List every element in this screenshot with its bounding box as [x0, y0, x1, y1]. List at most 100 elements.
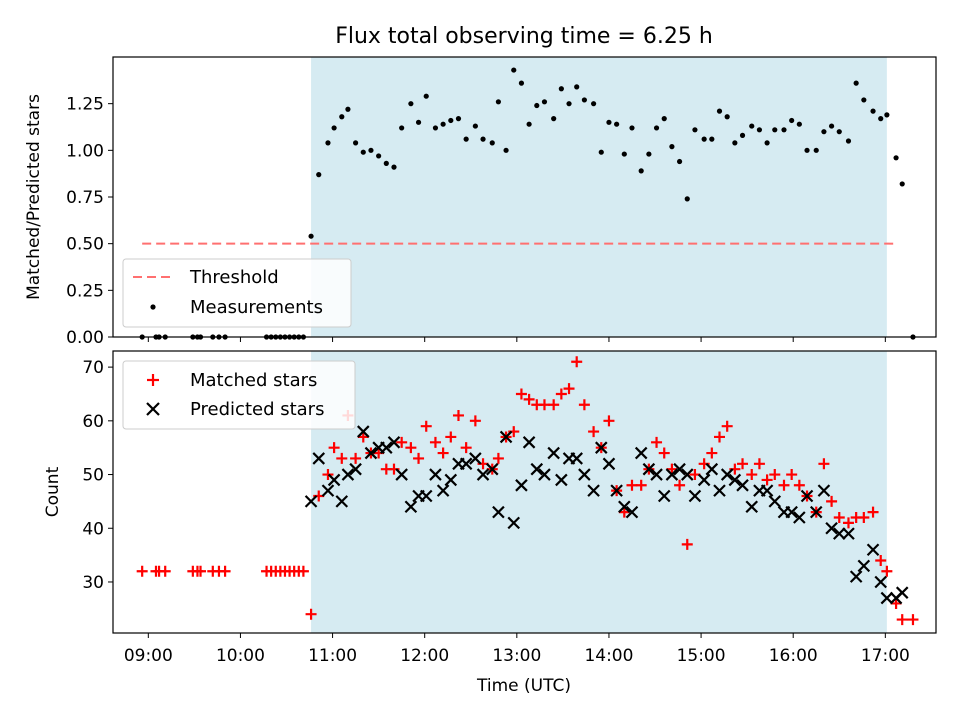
predicted-star-point [419, 489, 433, 503]
matched-star-point [396, 436, 408, 448]
predicted-star-point [476, 468, 490, 481]
measurement-point [463, 136, 469, 142]
predicted-star-point [492, 505, 505, 519]
predicted-star-point [469, 452, 482, 465]
measurement-point [709, 136, 715, 142]
predicted-star-point [842, 527, 855, 540]
measurement-point [432, 125, 439, 131]
x-tick-label: 12:00 [400, 646, 449, 666]
legend-predicted-swatch [146, 402, 160, 416]
measurement-point [316, 172, 322, 178]
measurement-point [653, 125, 660, 131]
predicted-star-point [720, 468, 734, 481]
predicted-star-point [825, 521, 838, 535]
matched-star-point [563, 383, 575, 395]
measurement-point [828, 123, 835, 129]
ratio-x-ticks [147, 337, 886, 342]
count-observing-window [311, 351, 887, 633]
matched-star-point [336, 452, 348, 464]
matched-star-point [555, 388, 567, 400]
matched-star-point [826, 495, 838, 507]
matched-star-point [674, 479, 686, 491]
x-tick-label: 15:00 [677, 646, 726, 666]
matched-star-point [761, 474, 773, 486]
predicted-star-point [555, 473, 568, 487]
predicted-star-point [436, 484, 450, 497]
measurement-point [455, 116, 462, 122]
legend-predicted-label: Predicted stars [190, 399, 324, 420]
matched-star-point [578, 399, 590, 411]
count-x-ticks: 09:00 10:00 11:00 12:00 13:00 14:00 15:00 16:00… [124, 633, 910, 666]
matched-star-point [626, 479, 638, 491]
measurement-point [339, 114, 345, 120]
matched-star-point [523, 393, 535, 405]
y-tick-label: 1.00 [66, 141, 104, 161]
measurement-point [574, 84, 580, 90]
matched-star-point [445, 431, 457, 443]
measurement-point [789, 117, 795, 124]
predicted-star-point [547, 446, 560, 460]
measurement-point [408, 101, 414, 107]
measurement-point [448, 117, 454, 124]
matched-star-point [452, 409, 464, 421]
matched-star-point [786, 469, 798, 481]
predicted-star-point [625, 505, 639, 519]
predicted-star-point [688, 489, 702, 503]
legend-matched-swatch [147, 374, 159, 386]
predicted-star-point [578, 468, 591, 481]
predicted-star-point [866, 543, 880, 557]
count-legend-box [122, 360, 356, 430]
measurement-point [551, 116, 557, 122]
predicted-star-point [785, 505, 798, 519]
measurement-point [804, 147, 810, 153]
measurement-point [878, 116, 884, 122]
measurement-point [376, 153, 382, 159]
x-tick-label: 16:00 [769, 646, 818, 666]
predicted-star-point [321, 484, 335, 497]
predicted-star-point [327, 473, 341, 487]
measurement-point [331, 125, 337, 131]
predicted-star-point [895, 586, 909, 599]
matched-star-point [159, 565, 171, 577]
x-axis-label: Time (UTC) [476, 676, 571, 696]
ratio-observing-window [311, 57, 887, 337]
measurement-point [692, 127, 698, 133]
count-panel: 09:00 10:00 11:00 12:00 13:00 14:00 15:00 16:00… [43, 350, 937, 666]
measurement-point [440, 121, 446, 127]
measurement-point [764, 140, 770, 146]
matched-star-point [515, 388, 527, 400]
measurement-point [739, 132, 746, 138]
legend-measurements-label: Measurements [190, 297, 323, 318]
predicted-star-point [650, 468, 663, 481]
predicted-star-point [745, 500, 759, 514]
matched-star-point [818, 458, 830, 470]
predicted-star-point [507, 516, 521, 530]
measurement-point [495, 99, 501, 105]
measurement-point [870, 108, 876, 114]
predicted-star-point [429, 468, 442, 481]
predicted-star-point [602, 457, 616, 471]
measurement-point [629, 125, 635, 131]
predicted-stars-points [304, 425, 909, 605]
measurement-point [749, 123, 755, 129]
predicted-star-point [728, 473, 742, 487]
y-tick-label: 0.50 [66, 235, 104, 255]
matched-star-point [538, 399, 550, 411]
matched-star-point [437, 447, 449, 459]
ratio-panel: 0.00 0.25 0.50 0.75 1.00 1.25 Matched/Predict… [24, 56, 937, 348]
measurement-point [621, 151, 627, 157]
matched-star-point [350, 452, 362, 464]
matched-star-point [793, 479, 805, 491]
predicted-star-point [587, 484, 600, 497]
measurement-point [669, 144, 675, 150]
predicted-star-point [713, 484, 726, 497]
legend-matched-label: Matched stars [190, 370, 317, 391]
measurement-point [732, 140, 738, 146]
predicted-star-point [357, 425, 370, 438]
matched-star-point [907, 614, 919, 626]
measurement-point [606, 119, 612, 125]
matched-star-point [420, 420, 432, 432]
matched-star-point [603, 415, 615, 427]
measurement-point [676, 158, 683, 165]
